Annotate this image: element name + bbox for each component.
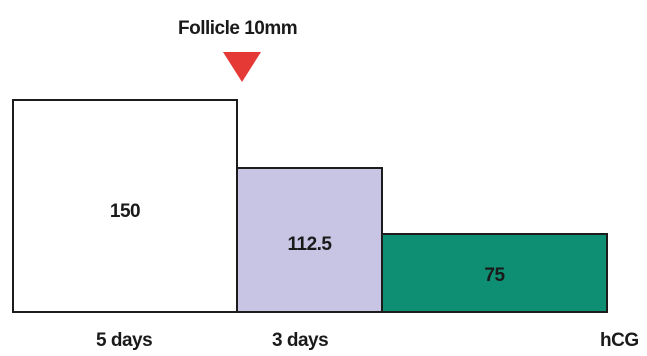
dose-block-1: 150 [12,99,238,313]
hcg-label: hCG [600,330,639,351]
dose-value-1: 150 [109,201,141,222]
follicle-marker-label: Follicle 10mm [178,18,298,39]
duration-label-2: 3 days [272,330,329,351]
dose-value-3: 75 [484,265,505,286]
duration-label-1: 5 days [96,330,153,351]
dose-block-3: 75 [381,233,608,313]
dose-block-2: 112.5 [236,167,383,313]
down-arrow-icon [223,52,261,82]
dose-value-2: 112.5 [287,234,333,255]
